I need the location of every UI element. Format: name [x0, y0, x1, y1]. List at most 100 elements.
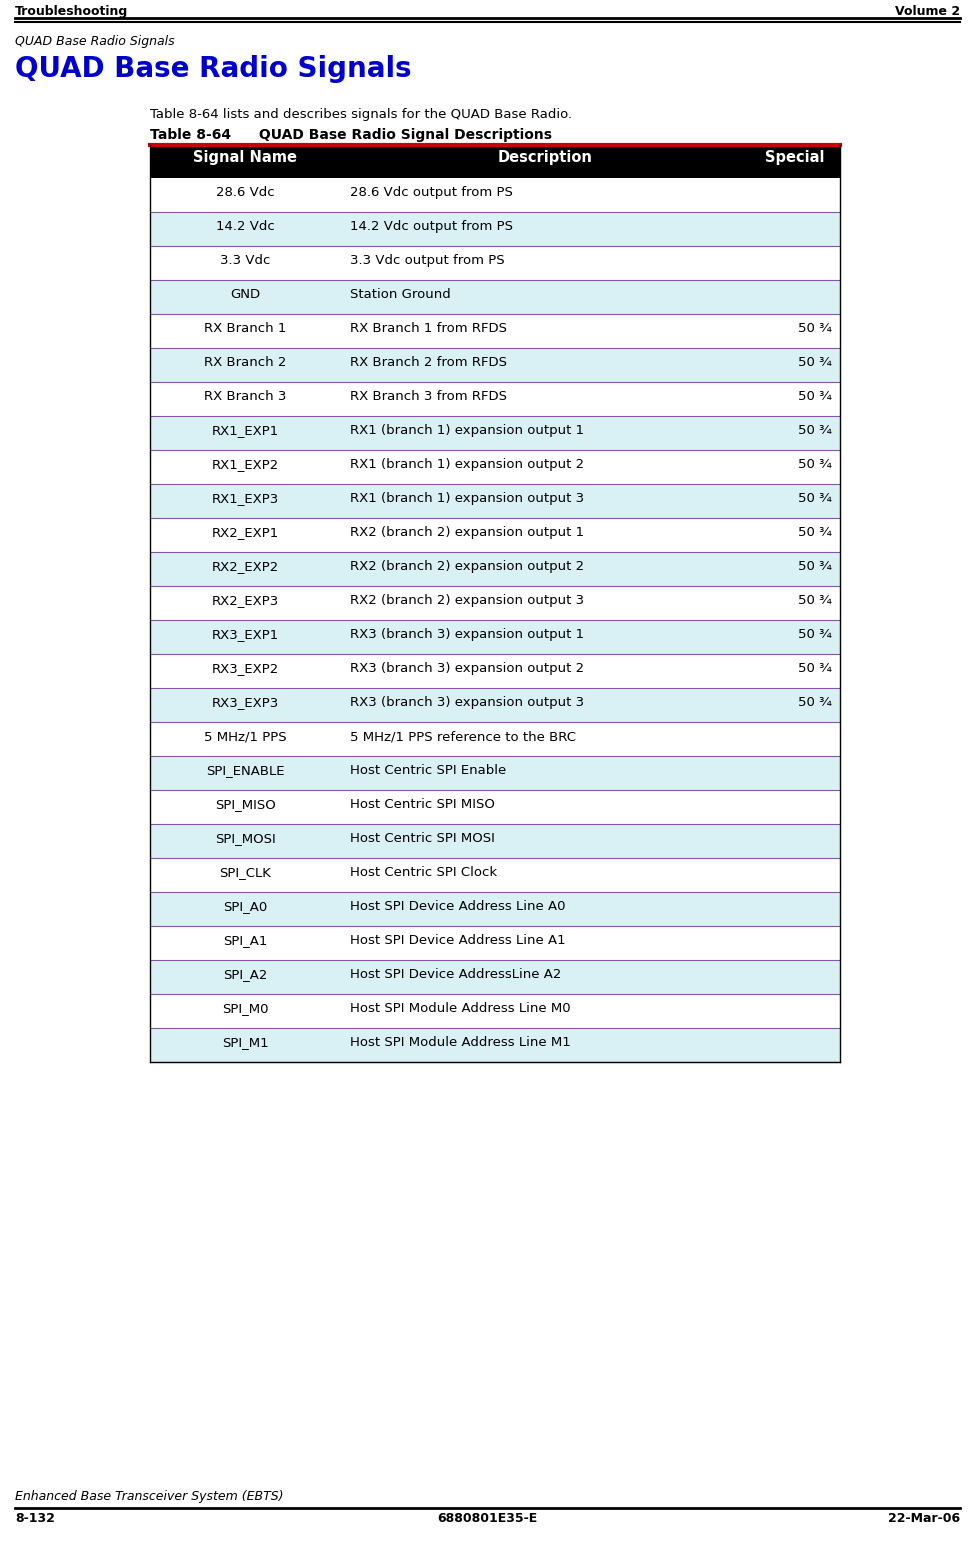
- Bar: [150, 994, 840, 1028]
- Text: 28.6 Vdc: 28.6 Vdc: [215, 185, 274, 199]
- Text: 50 ¾: 50 ¾: [799, 323, 832, 335]
- Text: Host SPI Device AddressLine A2: Host SPI Device AddressLine A2: [350, 968, 562, 980]
- Text: RX Branch 1 from RFDS: RX Branch 1 from RFDS: [350, 323, 507, 335]
- Text: 50 ¾: 50 ¾: [799, 357, 832, 369]
- Bar: [150, 587, 840, 621]
- Text: RX1 (branch 1) expansion output 2: RX1 (branch 1) expansion output 2: [350, 459, 584, 471]
- Text: RX Branch 2: RX Branch 2: [204, 357, 287, 369]
- Text: 22-Mar-06: 22-Mar-06: [888, 1512, 960, 1525]
- Text: Signal Name: Signal Name: [193, 150, 297, 165]
- Text: RX3_EXP2: RX3_EXP2: [212, 662, 279, 675]
- Text: RX3_EXP3: RX3_EXP3: [212, 696, 279, 709]
- Bar: [150, 960, 840, 994]
- Text: Volume 2: Volume 2: [895, 5, 960, 19]
- Text: Host Centric SPI Clock: Host Centric SPI Clock: [350, 866, 497, 879]
- Bar: [150, 279, 840, 313]
- Bar: [150, 824, 840, 858]
- Text: 14.2 Vdc output from PS: 14.2 Vdc output from PS: [350, 219, 513, 233]
- Text: 50 ¾: 50 ¾: [799, 594, 832, 607]
- Text: 50 ¾: 50 ¾: [799, 662, 832, 675]
- Bar: [150, 313, 840, 347]
- Bar: [150, 926, 840, 960]
- Bar: [150, 449, 840, 483]
- Text: RX Branch 3: RX Branch 3: [204, 391, 287, 403]
- Bar: [150, 553, 840, 587]
- Text: QUAD Base Radio Signals: QUAD Base Radio Signals: [15, 56, 411, 83]
- Text: 5 MHz/1 PPS reference to the BRC: 5 MHz/1 PPS reference to the BRC: [350, 730, 576, 743]
- Bar: [150, 757, 840, 791]
- Bar: [150, 517, 840, 553]
- Text: GND: GND: [230, 289, 260, 301]
- Text: RX Branch 3 from RFDS: RX Branch 3 from RFDS: [350, 391, 507, 403]
- Text: SPI_CLK: SPI_CLK: [219, 866, 271, 879]
- Text: RX3 (branch 3) expansion output 1: RX3 (branch 3) expansion output 1: [350, 628, 584, 641]
- Text: RX2 (branch 2) expansion output 2: RX2 (branch 2) expansion output 2: [350, 560, 584, 573]
- Text: SPI_A2: SPI_A2: [223, 968, 267, 980]
- Bar: [150, 791, 840, 824]
- Text: Host SPI Module Address Line M0: Host SPI Module Address Line M0: [350, 1002, 570, 1014]
- Bar: [150, 892, 840, 926]
- Text: 50 ¾: 50 ¾: [799, 628, 832, 641]
- Text: SPI_MISO: SPI_MISO: [214, 798, 275, 811]
- Text: 28.6 Vdc output from PS: 28.6 Vdc output from PS: [350, 185, 513, 199]
- Text: Host SPI Device Address Line A1: Host SPI Device Address Line A1: [350, 934, 566, 946]
- Bar: [150, 1028, 840, 1062]
- Text: RX1_EXP3: RX1_EXP3: [212, 493, 279, 505]
- Text: SPI_M0: SPI_M0: [221, 1002, 268, 1014]
- Text: QUAD Base Radio Signals: QUAD Base Radio Signals: [15, 36, 175, 48]
- Text: RX2 (branch 2) expansion output 1: RX2 (branch 2) expansion output 1: [350, 527, 584, 539]
- Text: SPI_MOSI: SPI_MOSI: [214, 832, 275, 845]
- Text: SPI_ENABLE: SPI_ENABLE: [206, 764, 285, 777]
- Text: RX1_EXP2: RX1_EXP2: [212, 459, 279, 471]
- Text: 6880801E35-E: 6880801E35-E: [437, 1512, 537, 1525]
- Text: 50 ¾: 50 ¾: [799, 425, 832, 437]
- Bar: [150, 689, 840, 723]
- Text: RX2_EXP3: RX2_EXP3: [212, 594, 279, 607]
- Text: RX2_EXP1: RX2_EXP1: [212, 527, 279, 539]
- Text: 8-132: 8-132: [15, 1512, 55, 1525]
- Text: 50 ¾: 50 ¾: [799, 391, 832, 403]
- Text: RX1 (branch 1) expansion output 3: RX1 (branch 1) expansion output 3: [350, 493, 584, 505]
- Text: RX2_EXP2: RX2_EXP2: [212, 560, 279, 573]
- Text: SPI_A1: SPI_A1: [223, 934, 267, 946]
- Bar: [150, 621, 840, 655]
- Text: RX3 (branch 3) expansion output 3: RX3 (branch 3) expansion output 3: [350, 696, 584, 709]
- Text: 50 ¾: 50 ¾: [799, 459, 832, 471]
- Text: RX3_EXP1: RX3_EXP1: [212, 628, 279, 641]
- Text: Troubleshooting: Troubleshooting: [15, 5, 129, 19]
- Bar: [150, 415, 840, 449]
- Text: 50 ¾: 50 ¾: [799, 560, 832, 573]
- Text: Host Centric SPI MISO: Host Centric SPI MISO: [350, 798, 495, 811]
- Text: RX3 (branch 3) expansion output 2: RX3 (branch 3) expansion output 2: [350, 662, 584, 675]
- Text: 14.2 Vdc: 14.2 Vdc: [215, 219, 274, 233]
- Text: Host Centric SPI MOSI: Host Centric SPI MOSI: [350, 832, 495, 845]
- Text: Host SPI Module Address Line M1: Host SPI Module Address Line M1: [350, 1036, 570, 1048]
- Text: RX1_EXP1: RX1_EXP1: [212, 425, 279, 437]
- Text: 3.3 Vdc output from PS: 3.3 Vdc output from PS: [350, 255, 505, 267]
- Text: RX Branch 2 from RFDS: RX Branch 2 from RFDS: [350, 357, 507, 369]
- Text: 50 ¾: 50 ¾: [799, 493, 832, 505]
- Bar: [150, 381, 840, 415]
- Bar: [150, 858, 840, 892]
- Bar: [150, 347, 840, 381]
- Text: Host SPI Device Address Line A0: Host SPI Device Address Line A0: [350, 900, 566, 913]
- Bar: [150, 212, 840, 245]
- Bar: [150, 245, 840, 279]
- Bar: [150, 147, 840, 178]
- Text: 50 ¾: 50 ¾: [799, 527, 832, 539]
- Text: Enhanced Base Transceiver System (EBTS): Enhanced Base Transceiver System (EBTS): [15, 1490, 284, 1502]
- Text: Table 8-64 lists and describes signals for the QUAD Base Radio.: Table 8-64 lists and describes signals f…: [150, 108, 572, 120]
- Text: Special: Special: [765, 150, 825, 165]
- Text: Description: Description: [497, 150, 593, 165]
- Bar: [150, 723, 840, 757]
- Text: SPI_A0: SPI_A0: [223, 900, 267, 913]
- Bar: [150, 178, 840, 212]
- Bar: [150, 655, 840, 689]
- Text: 50 ¾: 50 ¾: [799, 696, 832, 709]
- Text: Station Ground: Station Ground: [350, 289, 450, 301]
- Text: 5 MHz/1 PPS: 5 MHz/1 PPS: [204, 730, 287, 743]
- Text: 3.3 Vdc: 3.3 Vdc: [219, 255, 270, 267]
- Text: RX1 (branch 1) expansion output 1: RX1 (branch 1) expansion output 1: [350, 425, 584, 437]
- Text: RX2 (branch 2) expansion output 3: RX2 (branch 2) expansion output 3: [350, 594, 584, 607]
- Text: SPI_M1: SPI_M1: [221, 1036, 268, 1048]
